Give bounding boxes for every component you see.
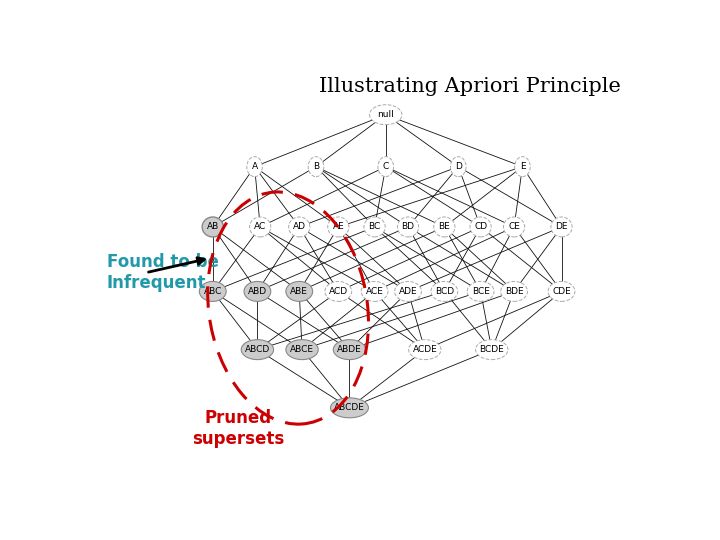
Text: ADE: ADE <box>399 287 418 296</box>
Text: Found to be
Infrequent: Found to be Infrequent <box>107 253 219 292</box>
Text: AD: AD <box>293 222 306 232</box>
Ellipse shape <box>551 217 572 237</box>
Text: ABC: ABC <box>204 287 222 296</box>
Ellipse shape <box>364 217 385 237</box>
Text: CDE: CDE <box>552 287 571 296</box>
Ellipse shape <box>476 340 508 360</box>
Text: C: C <box>382 162 389 171</box>
Ellipse shape <box>247 157 262 177</box>
Text: Illustrating Apriori Principle: Illustrating Apriori Principle <box>318 77 621 96</box>
Ellipse shape <box>199 281 226 301</box>
Text: D: D <box>455 162 462 171</box>
Ellipse shape <box>395 281 421 301</box>
Ellipse shape <box>241 340 274 360</box>
Ellipse shape <box>333 340 366 360</box>
Ellipse shape <box>515 157 530 177</box>
Text: BCD: BCD <box>435 287 454 296</box>
Text: BE: BE <box>438 222 450 232</box>
Text: ABCE: ABCE <box>290 345 314 354</box>
Text: A: A <box>251 162 258 171</box>
Ellipse shape <box>433 217 455 237</box>
Text: CE: CE <box>508 222 520 232</box>
Ellipse shape <box>431 281 458 301</box>
Ellipse shape <box>397 217 418 237</box>
Ellipse shape <box>325 281 351 301</box>
Text: ABE: ABE <box>290 287 308 296</box>
Text: BCDE: BCDE <box>480 345 504 354</box>
Text: BD: BD <box>402 222 415 232</box>
Text: ABCDE: ABCDE <box>334 403 365 413</box>
Text: CD: CD <box>474 222 487 232</box>
Ellipse shape <box>330 398 369 418</box>
Text: Pruned
supersets: Pruned supersets <box>192 409 284 448</box>
Ellipse shape <box>308 157 324 177</box>
Text: ABD: ABD <box>248 287 267 296</box>
Ellipse shape <box>470 217 491 237</box>
Text: BC: BC <box>369 222 381 232</box>
Ellipse shape <box>503 217 525 237</box>
Text: BCE: BCE <box>472 287 490 296</box>
Ellipse shape <box>548 281 575 301</box>
Text: null: null <box>377 110 394 119</box>
Ellipse shape <box>328 217 349 237</box>
Text: BDE: BDE <box>505 287 523 296</box>
Ellipse shape <box>500 281 528 301</box>
Ellipse shape <box>286 281 312 301</box>
Ellipse shape <box>378 157 394 177</box>
Ellipse shape <box>361 281 388 301</box>
Text: AE: AE <box>333 222 344 232</box>
Text: AC: AC <box>254 222 266 232</box>
Ellipse shape <box>289 217 310 237</box>
Text: ACE: ACE <box>366 287 384 296</box>
Ellipse shape <box>409 340 441 360</box>
Ellipse shape <box>369 105 402 125</box>
Ellipse shape <box>451 157 466 177</box>
Text: ABCD: ABCD <box>245 345 270 354</box>
Text: AB: AB <box>207 222 219 232</box>
Ellipse shape <box>467 281 494 301</box>
Ellipse shape <box>202 217 223 237</box>
Text: DE: DE <box>555 222 568 232</box>
Ellipse shape <box>250 217 271 237</box>
Text: E: E <box>520 162 526 171</box>
Ellipse shape <box>286 340 318 360</box>
Text: ACD: ACD <box>329 287 348 296</box>
Text: ABDE: ABDE <box>337 345 362 354</box>
Text: ACDE: ACDE <box>413 345 437 354</box>
Ellipse shape <box>244 281 271 301</box>
Text: B: B <box>313 162 319 171</box>
